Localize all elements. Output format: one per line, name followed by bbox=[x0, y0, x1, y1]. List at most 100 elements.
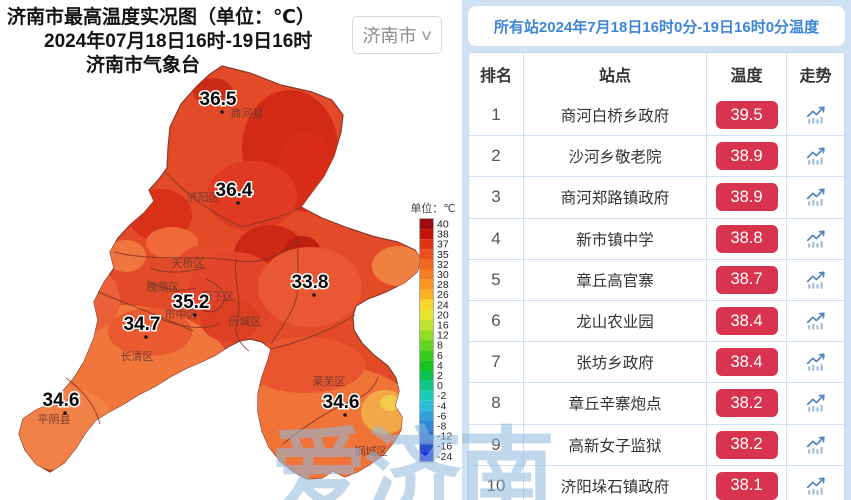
temperature-badge: 38.2 bbox=[715, 389, 778, 418]
trend-chart-icon bbox=[806, 353, 825, 371]
table-row: 7 张坊乡政府 38.4 bbox=[469, 341, 844, 383]
legend-cell bbox=[420, 309, 433, 320]
temperature-badge: 38.2 bbox=[715, 430, 778, 459]
station-cell: 章丘辛寨炮点 bbox=[524, 383, 707, 424]
rank-cell: 1 bbox=[469, 95, 524, 136]
legend-cell bbox=[420, 360, 433, 371]
trend-cell[interactable] bbox=[787, 219, 844, 259]
district-label: 钢城区 bbox=[355, 445, 388, 458]
trend-cell[interactable] bbox=[787, 177, 844, 217]
column-header: 站点 bbox=[524, 53, 707, 95]
temperature-cell: 38.9 bbox=[707, 177, 787, 218]
map-title-line3: 济南市气象台 bbox=[86, 55, 201, 76]
legend-tick: 8 bbox=[437, 340, 443, 352]
temp-label: 34.7 bbox=[124, 314, 161, 335]
trend-cell[interactable] bbox=[787, 136, 844, 176]
legend-cell bbox=[420, 249, 433, 260]
legend-cell bbox=[420, 431, 433, 442]
legend-cell bbox=[420, 259, 433, 270]
legend-cell bbox=[420, 390, 433, 401]
temperature-badge: 38.1 bbox=[715, 471, 778, 500]
district-label: 历下区 bbox=[202, 290, 235, 303]
district-label: 历城区 bbox=[229, 315, 262, 328]
region-selector-value: 济南市 bbox=[362, 26, 417, 46]
rank-cell: 8 bbox=[469, 383, 524, 424]
table-row: 1 商河白桥乡政府 39.5 bbox=[469, 95, 844, 136]
table-row: 8 章丘辛寨炮点 38.2 bbox=[469, 382, 844, 424]
legend-tick: 6 bbox=[437, 350, 443, 362]
ranking-table: 排名 站点 温度 走势 1 商河白桥乡政府 39.5 2 沙河乡敬老院 38.9 3 商河郑路镇政府… bbox=[468, 52, 845, 500]
station-dot bbox=[312, 293, 316, 297]
trend-chart-icon bbox=[806, 436, 825, 454]
region-selector[interactable]: 济南市 ∨ bbox=[352, 16, 442, 54]
district-label: 天桥区 bbox=[172, 257, 205, 270]
trend-cell[interactable] bbox=[787, 95, 844, 135]
district-label: 长清区 bbox=[121, 350, 154, 363]
district-label: 商河县 bbox=[231, 106, 264, 120]
legend-cell bbox=[420, 239, 433, 250]
temperature-cell: 38.2 bbox=[707, 424, 787, 465]
district-label: 槐荫区 bbox=[147, 280, 180, 294]
ranking-panel: 所有站2024年7月18日16时0分-19日16时0分温度 排名 站点 温度 走势 1… bbox=[462, 0, 851, 500]
trend-chart-icon bbox=[806, 312, 825, 330]
temperature-badge: 38.9 bbox=[715, 142, 778, 171]
legend-cell bbox=[420, 229, 433, 240]
temperature-cell: 38.7 bbox=[707, 259, 787, 300]
station-cell: 商河白桥乡政府 bbox=[524, 95, 707, 136]
trend-chart-icon bbox=[806, 271, 825, 289]
district-label: 市中区 bbox=[165, 307, 198, 321]
trend-cell[interactable] bbox=[787, 425, 844, 465]
temp-label: 36.4 bbox=[216, 180, 253, 201]
station-cell: 高新女子监狱 bbox=[524, 424, 707, 465]
temperature-cell: 38.4 bbox=[707, 300, 787, 342]
table-row: 9 高新女子监狱 38.2 bbox=[469, 423, 844, 465]
rank-cell: 5 bbox=[469, 259, 524, 300]
legend-tick: 26 bbox=[437, 289, 449, 301]
legend-cell bbox=[420, 289, 433, 300]
legend-cell bbox=[420, 269, 433, 280]
trend-cell[interactable] bbox=[787, 466, 844, 500]
trend-cell[interactable] bbox=[787, 260, 844, 300]
legend-tick: 30 bbox=[437, 269, 449, 281]
map-title-line1: 济南市最高温度实况图（单位：℃） bbox=[7, 7, 316, 28]
trend-chart-icon bbox=[806, 147, 825, 165]
station-cell: 商河郑路镇政府 bbox=[524, 177, 707, 218]
station-cell: 龙山农业园 bbox=[524, 300, 707, 342]
temp-label: 34.6 bbox=[43, 390, 80, 411]
trend-cell[interactable] bbox=[787, 342, 844, 382]
station-dot bbox=[236, 201, 240, 205]
temp-label: 36.5 bbox=[200, 89, 237, 110]
temperature-cell: 39.5 bbox=[707, 95, 787, 136]
legend-cell bbox=[420, 441, 433, 452]
temperature-cell: 38.2 bbox=[707, 383, 787, 424]
legend-tick: -12 bbox=[437, 431, 452, 443]
station-dot bbox=[220, 110, 224, 114]
legend-tick: -4 bbox=[437, 400, 446, 412]
table-row: 4 新市镇中学 38.8 bbox=[469, 217, 844, 259]
temperature-legend: 单位：℃ 40383735323028262420161286420-2-4-6… bbox=[410, 201, 455, 463]
station-dot bbox=[193, 313, 197, 317]
temperature-badge: 38.8 bbox=[715, 224, 778, 253]
column-header: 走势 bbox=[799, 68, 832, 85]
legend-tick: -2 bbox=[437, 390, 446, 402]
legend-tick: 16 bbox=[437, 320, 449, 332]
legend-tick: 0 bbox=[437, 380, 443, 392]
station-cell: 沙河乡敬老院 bbox=[524, 136, 707, 177]
rank-cell: 7 bbox=[469, 342, 524, 383]
trend-cell[interactable] bbox=[787, 383, 844, 423]
legend-cell bbox=[420, 299, 433, 310]
trend-cell[interactable] bbox=[787, 301, 844, 341]
temperature-cell: 38.9 bbox=[707, 136, 787, 177]
station-cell: 张坊乡政府 bbox=[524, 342, 707, 383]
temp-label: 35.2 bbox=[173, 292, 210, 313]
temp-label: 34.6 bbox=[323, 392, 360, 413]
legend-tick: 35 bbox=[437, 249, 449, 261]
table-row: 5 章丘高官寨 38.7 bbox=[469, 258, 844, 300]
legend-tick: 37 bbox=[437, 239, 449, 251]
temperature-cell: 38.8 bbox=[707, 218, 787, 259]
legend-cell bbox=[420, 451, 433, 462]
legend-tick: 40 bbox=[437, 219, 449, 231]
trend-chart-icon bbox=[806, 477, 825, 495]
